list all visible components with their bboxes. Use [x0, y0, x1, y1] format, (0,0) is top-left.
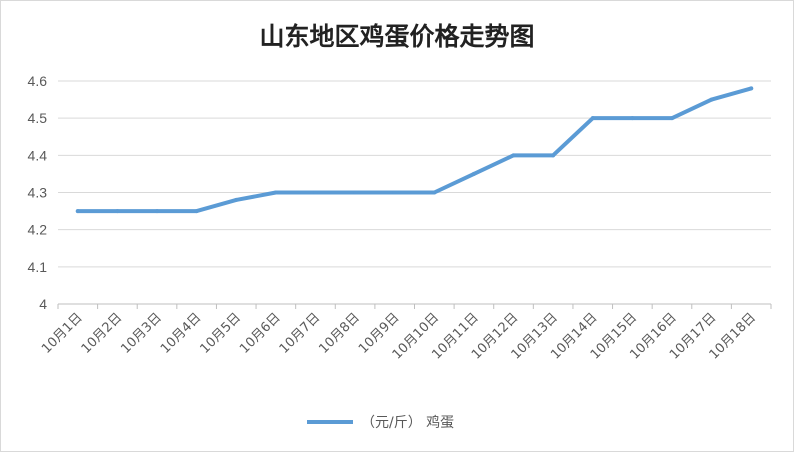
x-axis: [57, 303, 772, 309]
data-point: [630, 116, 635, 121]
data-point: [273, 190, 278, 195]
gridlines: [58, 80, 771, 268]
y-tick-label: 4.3: [28, 185, 48, 201]
y-tick-label: 4.4: [28, 147, 48, 163]
x-tick-label: 10月2日: [79, 310, 126, 357]
x-tick-label: 10月4日: [158, 310, 205, 357]
y-axis-ticks: 4 4.1 4.2 4.3 4.4 4.5 4.6: [28, 73, 48, 312]
data-point: [749, 86, 754, 91]
data-point: [392, 190, 397, 195]
data-point: [669, 116, 674, 121]
x-tick-label: 10月8日: [316, 310, 363, 357]
x-tick-label: 10月1日: [39, 310, 86, 357]
y-tick-label: 4: [39, 296, 47, 312]
data-point: [471, 171, 476, 176]
y-tick-label: 4.1: [28, 259, 48, 275]
data-point: [551, 153, 556, 158]
data-point: [709, 97, 714, 102]
x-tick-label: 10月5日: [198, 310, 245, 357]
data-point: [115, 209, 120, 214]
data-point: [511, 153, 516, 158]
series-layer: [75, 86, 754, 214]
x-tick-label: 10月7日: [277, 310, 324, 357]
data-point: [155, 209, 160, 214]
data-point: [75, 209, 80, 214]
legend: （元/斤） 鸡蛋: [307, 414, 454, 431]
y-tick-label: 4.5: [28, 110, 48, 126]
x-tick-label: 10月6日: [237, 310, 284, 357]
data-point: [313, 190, 318, 195]
legend-label: （元/斤） 鸡蛋: [361, 414, 454, 431]
x-axis-ticks: 10月1日10月2日10月3日10月4日10月5日10月6日10月7日10月8日…: [39, 310, 759, 362]
data-point: [432, 190, 437, 195]
y-tick-label: 4.6: [28, 73, 48, 89]
series-line: [75, 86, 754, 214]
data-point: [353, 190, 358, 195]
data-point: [234, 197, 239, 202]
data-point: [194, 209, 199, 214]
data-point: [590, 116, 595, 121]
x-tick-label: 10月3日: [118, 310, 165, 357]
y-tick-label: 4.2: [28, 222, 48, 238]
chart-title: 山东地区鸡蛋价格走势图: [259, 22, 534, 51]
